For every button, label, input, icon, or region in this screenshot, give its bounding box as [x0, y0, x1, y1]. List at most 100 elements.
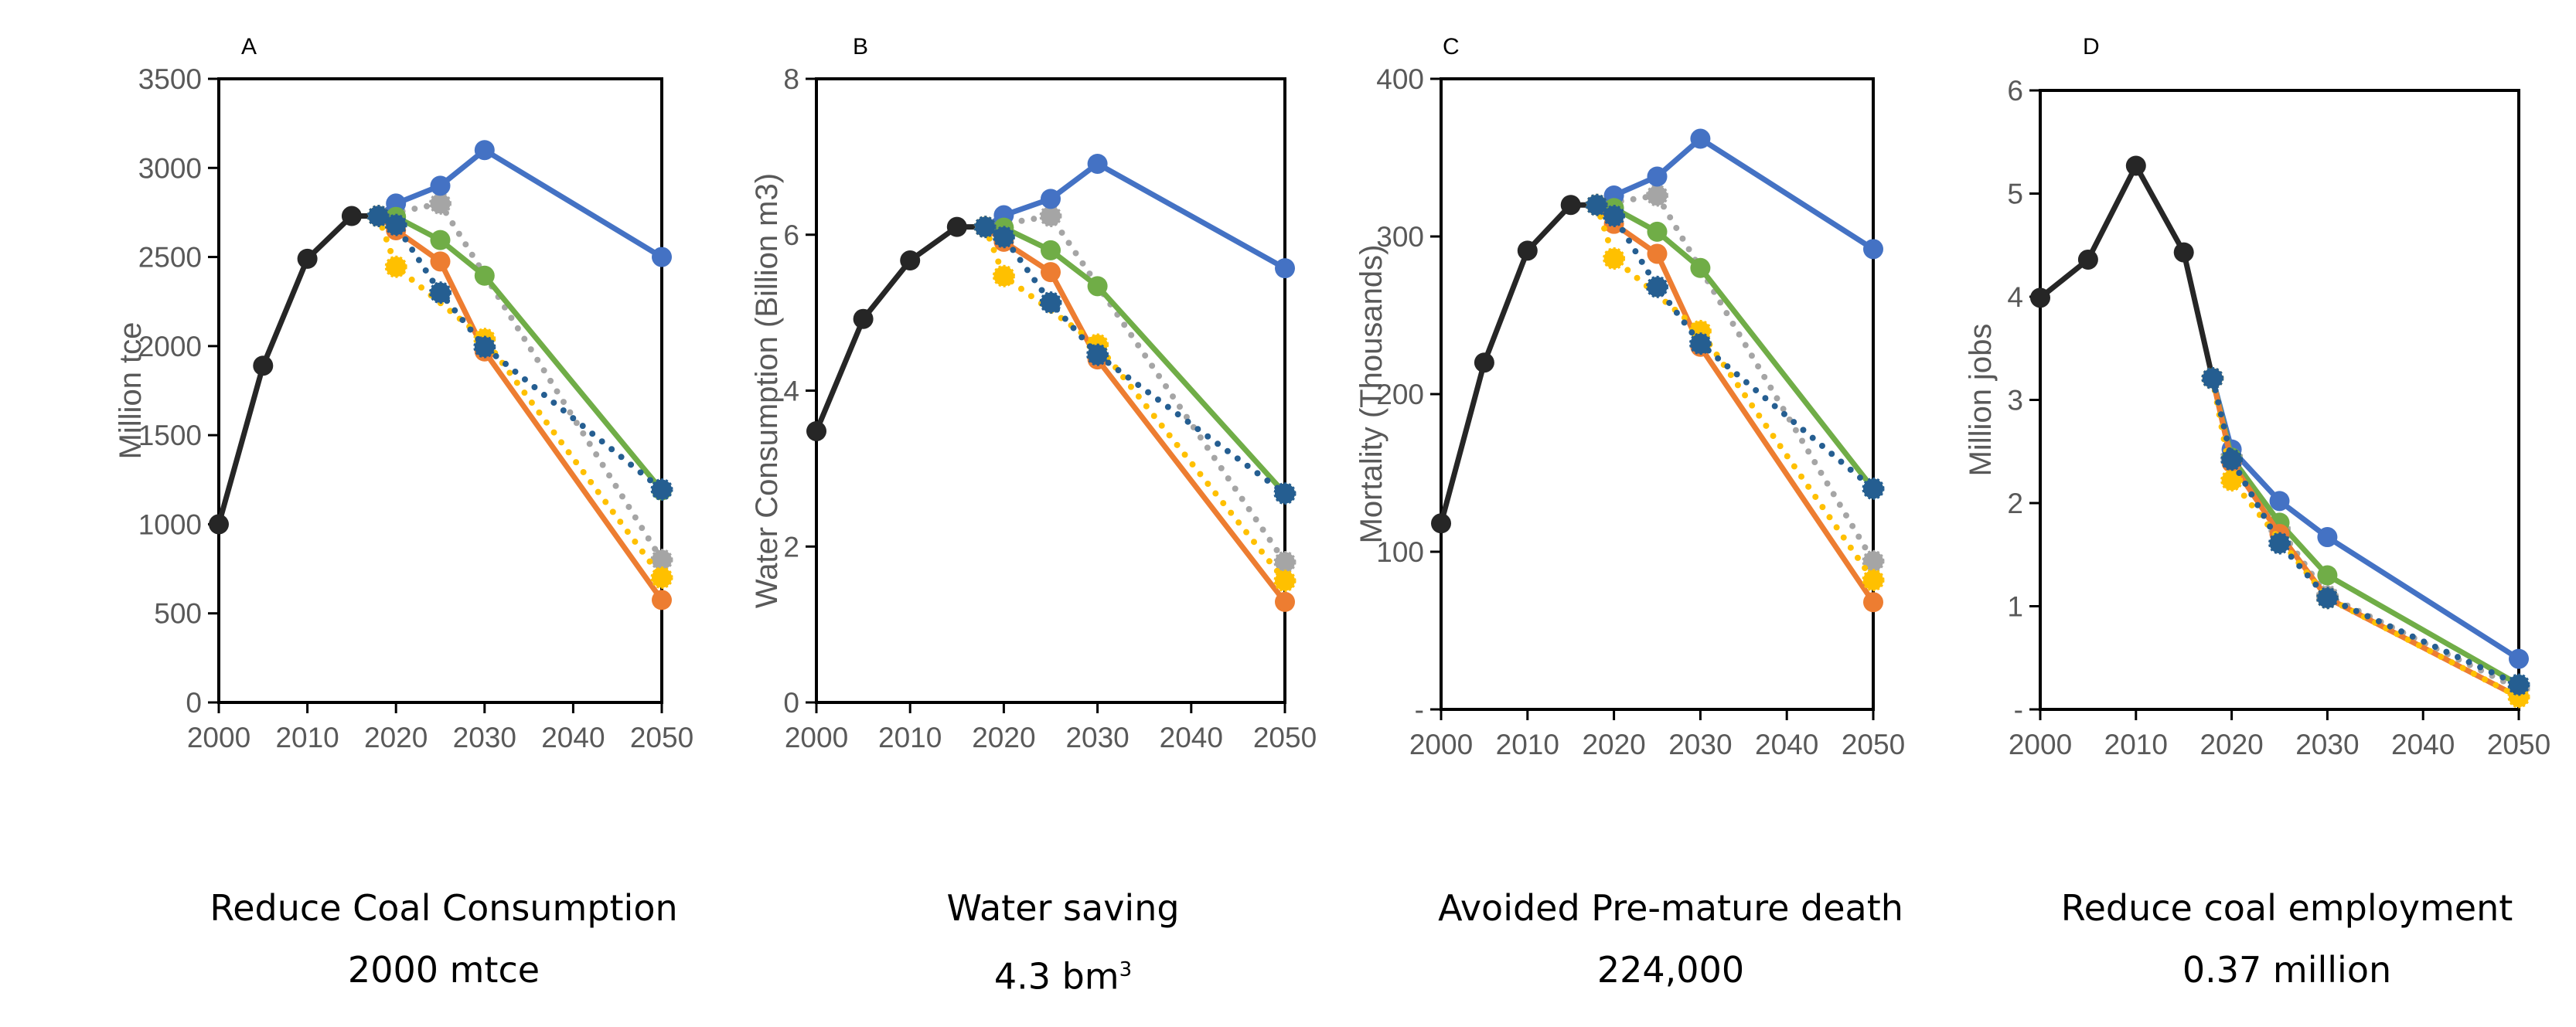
y-tick-label: 6 [2007, 75, 2023, 107]
panel-c: - 100 200 300 400 2000 2010 2020 2030 2040 2050 Mor… [1354, 34, 1905, 760]
x-tick-label: 2030 [1065, 722, 1129, 753]
data-point [1273, 570, 1297, 593]
y-tick-label: 2 [2007, 488, 2023, 519]
data-point [652, 247, 672, 267]
y-tick-label: 5 [2007, 179, 2023, 210]
panel-b: 0 2 4 6 8 2000 2010 2020 2030 2040 2050 Water Consu… [750, 34, 1317, 753]
caption-a-line2: 2000 mtce [96, 939, 792, 1001]
x-tick-label: 2000 [187, 722, 250, 753]
series-4 [975, 216, 1295, 612]
data-point [1647, 221, 1668, 242]
y-tick-label: 3500 [138, 63, 202, 95]
data-point [1474, 352, 1494, 373]
y-tick-label: 400 [1376, 63, 1424, 95]
data-point [1431, 513, 1451, 534]
y-tick-label: 2500 [138, 242, 202, 274]
series-0 [2030, 155, 2223, 389]
data-point [1646, 275, 1668, 298]
y-tick-label: 200 [1376, 379, 1424, 410]
y-tick-label: 100 [1376, 536, 1424, 568]
series-line [1595, 136, 1875, 252]
data-point [430, 175, 451, 196]
series-line [1593, 202, 1876, 583]
x-tick-label: 2040 [541, 722, 605, 753]
data-point [1041, 240, 1061, 260]
caption-c-line1: Avoided Pre-mature death [1438, 887, 1903, 929]
series-line [378, 213, 664, 492]
data-point [1603, 247, 1626, 270]
y-tick-label: 500 [154, 598, 202, 630]
caption-c-line2: 224,000 [1323, 939, 2019, 1001]
caption-c-value: 224,000 [1596, 949, 1745, 991]
data-point [2268, 532, 2291, 555]
series-5 [1585, 193, 1885, 592]
series-line [982, 213, 1288, 566]
y-tick-label: 0 [186, 687, 202, 719]
data-point [650, 566, 673, 590]
data-point [1647, 243, 1668, 264]
series-line [2038, 162, 2216, 379]
series-line [2209, 375, 2522, 692]
data-point [2317, 565, 2338, 586]
data-point [474, 140, 495, 161]
series-line [2210, 377, 2520, 687]
x-tick-label: 2000 [2009, 729, 2072, 760]
series-5 [2201, 366, 2530, 709]
data-point [2509, 648, 2529, 669]
data-point [2317, 527, 2338, 548]
series-1 [2201, 366, 2530, 700]
caption-b: Water saving 4.3 bm3 [715, 877, 1411, 1007]
x-tick-label: 2020 [2199, 729, 2263, 760]
series-6 [2201, 366, 2530, 696]
data-point [473, 335, 496, 359]
data-point [992, 226, 1015, 249]
data-point [429, 281, 451, 304]
data-point [650, 478, 673, 501]
x-tick-label: 2030 [1668, 729, 1732, 760]
y-tick-label: 4 [2007, 281, 2023, 313]
y-tick-label: 2 [783, 531, 799, 563]
series-line [983, 161, 1286, 271]
data-point [1647, 166, 1668, 187]
caption-a-line1: Reduce Coal Consumption [210, 887, 678, 929]
series-line [377, 213, 664, 602]
data-point [1086, 343, 1109, 366]
x-tick-label: 2050 [1842, 729, 1905, 760]
series-line [985, 224, 1287, 496]
data-point [1585, 193, 1608, 216]
data-point [1560, 195, 1581, 216]
panel-a: 0 500 1000 1500 2000 2500 3000 3500 2000 2010 2020… [114, 34, 693, 753]
x-tick-label: 2020 [972, 722, 1035, 753]
data-point [900, 250, 921, 271]
data-point [430, 230, 451, 250]
data-point [992, 264, 1015, 287]
data-point [1273, 482, 1297, 505]
series-line [2209, 375, 2522, 700]
data-point [1275, 591, 1295, 612]
plot-frame [815, 77, 1286, 704]
series-line [2209, 375, 2522, 688]
data-point [1646, 184, 1668, 207]
caption-d-value: 0.37 million [2182, 949, 2392, 991]
data-point [366, 205, 390, 228]
caption-b-value: 4.3 bm [993, 955, 1119, 998]
x-tick-label: 2040 [2391, 729, 2455, 760]
y-tick-label: 1 [2007, 591, 2023, 623]
panel-letter: D [2083, 34, 2100, 60]
series-line [377, 147, 663, 260]
x-tick-label: 2010 [878, 722, 942, 753]
panel-d: - 1 2 3 4 5 6 2000 2010 2020 2030 2040 2050 Million j… [1964, 34, 2550, 760]
data-point [1517, 240, 1538, 261]
caption-b-superscript: 3 [1119, 958, 1133, 981]
x-tick-label: 2010 [2104, 729, 2168, 760]
x-tick-label: 2010 [275, 722, 339, 753]
y-tick-label: 1000 [138, 508, 202, 540]
plot-frame [2039, 89, 2520, 711]
series-line [1593, 202, 1876, 492]
x-tick-label: 2020 [364, 722, 428, 753]
data-point [1087, 276, 1108, 297]
data-point [946, 216, 967, 237]
series-0 [1431, 195, 1607, 534]
y-axis-title: Water Consumption (Billion m3) [750, 173, 784, 608]
y-tick-label: 0 [783, 687, 799, 719]
